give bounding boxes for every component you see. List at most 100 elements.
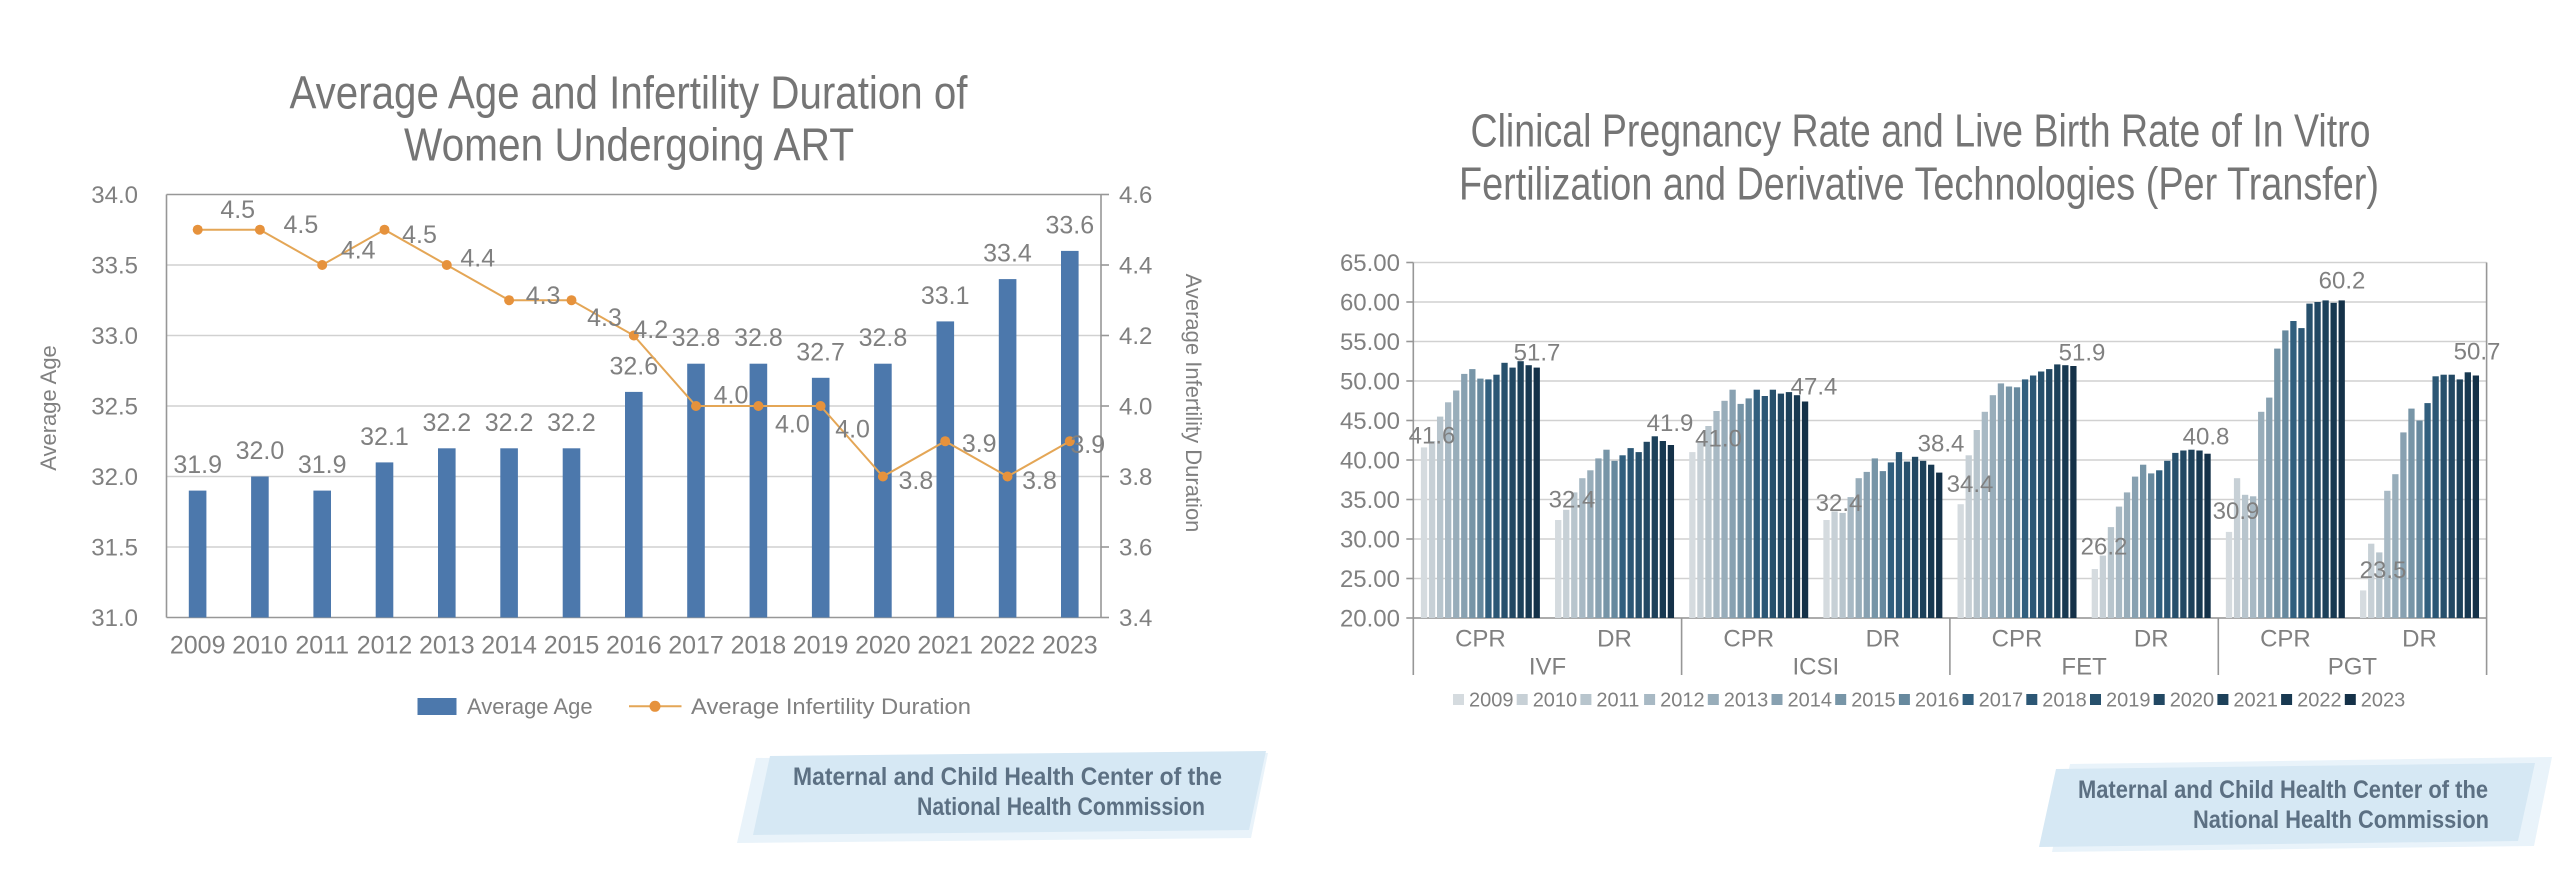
svg-text:41.6: 41.6 — [1409, 423, 1456, 450]
svg-text:4.4: 4.4 — [1119, 253, 1152, 280]
svg-text:4.5: 4.5 — [402, 221, 437, 249]
svg-text:4.0: 4.0 — [714, 382, 749, 410]
svg-text:2011: 2011 — [295, 632, 349, 660]
svg-text:32.2: 32.2 — [547, 409, 596, 437]
svg-text:3.8: 3.8 — [899, 467, 934, 495]
svg-text:2020: 2020 — [855, 632, 911, 660]
svg-text:51.9: 51.9 — [2059, 340, 2106, 367]
svg-text:65.00: 65.00 — [1340, 250, 1400, 277]
svg-text:32.4: 32.4 — [1816, 490, 1863, 517]
svg-text:3.9: 3.9 — [962, 430, 997, 458]
svg-text:41.0: 41.0 — [1695, 425, 1742, 452]
svg-text:2013: 2013 — [1724, 690, 1769, 712]
svg-text:33.0: 33.0 — [91, 323, 138, 350]
svg-text:32.8: 32.8 — [672, 324, 721, 352]
svg-text:2018: 2018 — [731, 632, 787, 660]
svg-text:41.9: 41.9 — [1647, 410, 1694, 437]
svg-text:32.1: 32.1 — [360, 423, 409, 451]
svg-text:4.2: 4.2 — [1119, 323, 1152, 350]
svg-text:2017: 2017 — [668, 632, 724, 660]
svg-text:2013: 2013 — [419, 632, 475, 660]
svg-text:30.9: 30.9 — [2213, 498, 2260, 525]
svg-text:32.2: 32.2 — [422, 409, 471, 437]
svg-text:2015: 2015 — [1851, 690, 1896, 712]
svg-text:2010: 2010 — [1533, 690, 1578, 712]
svg-text:4.5: 4.5 — [220, 196, 255, 224]
svg-text:3.8: 3.8 — [1022, 467, 1057, 495]
svg-text:IVF: IVF — [1529, 654, 1566, 681]
svg-text:2012: 2012 — [357, 632, 413, 660]
svg-text:50.7: 50.7 — [2454, 339, 2501, 366]
svg-text:Average Age and Infertility Du: Average Age and Infertility Duration of — [290, 67, 968, 119]
svg-text:CPR: CPR — [1455, 626, 1506, 653]
svg-text:2023: 2023 — [1042, 632, 1098, 660]
svg-text:2016: 2016 — [1915, 690, 1960, 712]
svg-text:32.8: 32.8 — [859, 324, 908, 352]
svg-text:32.7: 32.7 — [796, 338, 845, 366]
svg-text:3.6: 3.6 — [1119, 535, 1152, 562]
svg-text:31.9: 31.9 — [173, 451, 222, 479]
svg-text:32.5: 32.5 — [91, 394, 138, 421]
svg-text:National Health Commission: National Health Commission — [917, 793, 1205, 821]
svg-text:33.6: 33.6 — [1045, 211, 1094, 239]
svg-text:Average Infertility Duration: Average Infertility Duration — [691, 694, 971, 719]
svg-text:4.3: 4.3 — [587, 304, 622, 332]
svg-text:2023: 2023 — [2361, 690, 2406, 712]
svg-text:ICSI: ICSI — [1792, 654, 1839, 681]
svg-text:32.4: 32.4 — [1549, 487, 1596, 514]
svg-text:DR: DR — [1597, 626, 1632, 653]
svg-text:30.00: 30.00 — [1340, 527, 1400, 554]
svg-text:2012: 2012 — [1660, 690, 1705, 712]
svg-text:47.4: 47.4 — [1791, 374, 1838, 401]
svg-text:Women Undergoing ART: Women Undergoing ART — [404, 119, 854, 171]
svg-text:Average Age: Average Age — [36, 345, 61, 471]
svg-text:26.2: 26.2 — [2081, 534, 2128, 561]
svg-text:Average Age: Average Age — [467, 694, 593, 719]
svg-text:60.2: 60.2 — [2319, 268, 2366, 295]
svg-text:35.00: 35.00 — [1340, 487, 1400, 514]
svg-text:2014: 2014 — [481, 632, 537, 660]
svg-text:2018: 2018 — [2042, 690, 2087, 712]
svg-text:FET: FET — [2061, 654, 2107, 681]
svg-text:2009: 2009 — [170, 632, 226, 660]
svg-text:4.4: 4.4 — [460, 245, 495, 273]
svg-text:DR: DR — [1866, 626, 1901, 653]
svg-text:34.0: 34.0 — [91, 182, 138, 209]
svg-text:3.8: 3.8 — [1119, 464, 1152, 491]
svg-text:32.0: 32.0 — [236, 437, 285, 465]
svg-text:2019: 2019 — [2106, 690, 2151, 712]
svg-text:31.9: 31.9 — [298, 451, 347, 479]
svg-text:2021: 2021 — [917, 632, 973, 660]
svg-text:4.0: 4.0 — [835, 416, 870, 444]
svg-text:31.5: 31.5 — [91, 535, 138, 562]
svg-text:Fertilization and Derivative T: Fertilization and Derivative Technologie… — [1459, 158, 2379, 210]
svg-text:4.4: 4.4 — [341, 237, 376, 265]
svg-text:40.00: 40.00 — [1340, 448, 1400, 475]
svg-text:CPR: CPR — [1992, 626, 2043, 653]
svg-text:51.7: 51.7 — [1514, 340, 1561, 367]
svg-text:50.00: 50.00 — [1340, 369, 1400, 396]
svg-text:2010: 2010 — [232, 632, 288, 660]
svg-text:2011: 2011 — [1596, 690, 1639, 712]
svg-text:60.00: 60.00 — [1340, 290, 1400, 317]
svg-text:33.1: 33.1 — [921, 282, 970, 310]
svg-text:3.4: 3.4 — [1119, 605, 1152, 632]
svg-text:32.6: 32.6 — [609, 352, 658, 380]
svg-text:38.4: 38.4 — [1918, 431, 1965, 458]
svg-text:20.00: 20.00 — [1340, 606, 1400, 633]
svg-text:3.9: 3.9 — [1070, 431, 1105, 459]
svg-text:33.4: 33.4 — [983, 240, 1032, 268]
svg-text:4.2: 4.2 — [633, 316, 668, 344]
svg-text:National Health Commission: National Health Commission — [2193, 806, 2489, 834]
svg-text:2015: 2015 — [544, 632, 600, 660]
svg-text:55.00: 55.00 — [1340, 329, 1400, 356]
svg-text:45.00: 45.00 — [1340, 408, 1400, 435]
svg-text:Clinical Pregnancy Rate and Li: Clinical Pregnancy Rate and Live Birth R… — [1471, 105, 2371, 157]
svg-text:4.0: 4.0 — [1119, 394, 1152, 421]
svg-text:25.00: 25.00 — [1340, 566, 1400, 593]
svg-text:Maternal and Child Health Cent: Maternal and Child Health Center of the — [793, 763, 1222, 791]
svg-text:4.3: 4.3 — [526, 282, 561, 310]
svg-text:CPR: CPR — [1723, 626, 1774, 653]
svg-text:4.6: 4.6 — [1119, 182, 1152, 209]
svg-text:2017: 2017 — [1979, 690, 2024, 712]
